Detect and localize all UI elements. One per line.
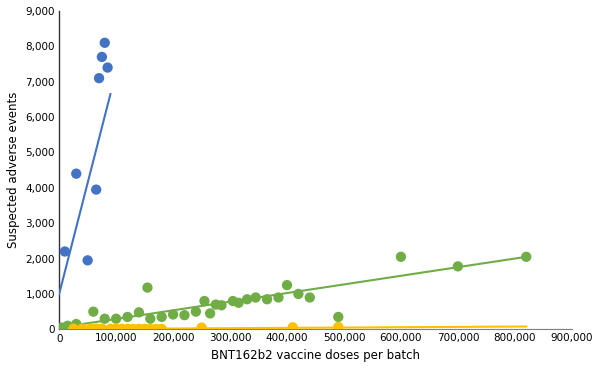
Point — [228, 298, 238, 304]
Point — [97, 326, 107, 332]
Point — [197, 325, 206, 331]
Point — [94, 75, 104, 81]
Point — [205, 310, 215, 316]
Point — [140, 326, 149, 332]
Point — [157, 314, 166, 320]
Point — [83, 258, 92, 263]
Point — [91, 326, 101, 332]
Point — [282, 282, 292, 288]
Point — [128, 326, 138, 332]
Point — [57, 325, 67, 331]
Point — [71, 321, 81, 327]
Point — [146, 316, 155, 322]
Point — [211, 301, 221, 307]
Point — [179, 312, 189, 318]
Point — [60, 249, 70, 255]
Point — [106, 326, 115, 332]
Point — [68, 326, 78, 332]
Point — [262, 296, 272, 302]
Point — [234, 300, 244, 306]
Point — [288, 324, 298, 330]
Point — [151, 326, 161, 332]
Point — [168, 311, 178, 317]
Point — [123, 314, 133, 320]
Point — [334, 314, 343, 320]
Point — [521, 254, 531, 260]
Point — [100, 316, 110, 322]
Point — [117, 326, 127, 332]
Point — [157, 326, 166, 332]
Point — [112, 326, 121, 332]
Point — [134, 309, 144, 315]
Point — [217, 302, 226, 308]
Point — [123, 326, 133, 332]
Point — [274, 294, 283, 300]
Point — [71, 171, 81, 177]
Point — [334, 324, 343, 330]
Point — [97, 54, 107, 60]
Point — [86, 326, 95, 332]
Point — [146, 326, 155, 332]
Point — [77, 326, 87, 332]
Point — [103, 65, 112, 70]
X-axis label: BNT162b2 vaccine doses per batch: BNT162b2 vaccine doses per batch — [211, 349, 420, 362]
Point — [100, 40, 110, 46]
Point — [200, 298, 209, 304]
Point — [242, 296, 252, 302]
Point — [91, 187, 101, 193]
Point — [305, 294, 314, 300]
Point — [112, 316, 121, 322]
Point — [293, 291, 303, 297]
Point — [89, 309, 98, 315]
Point — [396, 254, 406, 260]
Point — [134, 326, 144, 332]
Point — [251, 294, 260, 300]
Point — [453, 263, 463, 269]
Point — [191, 309, 200, 315]
Point — [143, 284, 152, 290]
Y-axis label: Suspected adverse events: Suspected adverse events — [7, 92, 20, 248]
Point — [63, 323, 73, 329]
